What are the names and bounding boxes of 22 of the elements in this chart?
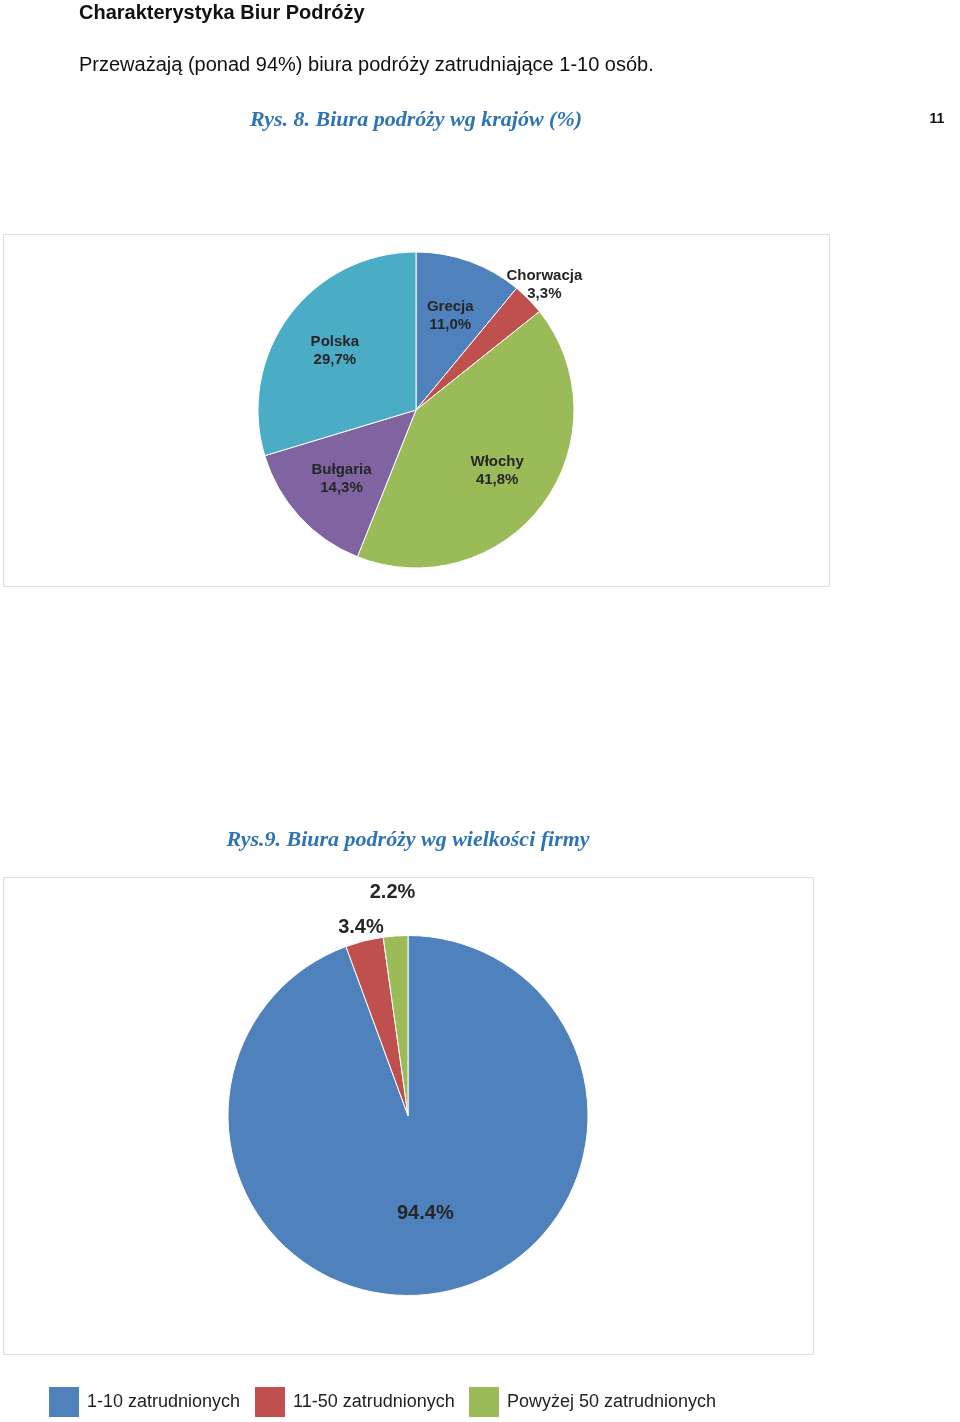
slice-label: Polska xyxy=(310,331,360,349)
text: Charakterystyka Biur Podróży xyxy=(79,1,366,23)
chart-title: Rys. 8. Biura podróży wg krajów (%) xyxy=(248,106,583,131)
legend-label: 11-50 zatrudnionych xyxy=(293,1391,455,1411)
data-label: 29,7% xyxy=(313,349,357,367)
data-label: 2.2% xyxy=(369,880,416,903)
legend-label: 1-10 zatrudnionych xyxy=(87,1391,241,1411)
data-label: 3,3% xyxy=(527,283,562,301)
data-label: 41,8% xyxy=(475,470,519,488)
text: 11 xyxy=(929,110,945,126)
legend-label: Powyżej 50 zatrudnionych xyxy=(507,1391,717,1411)
pie-slice xyxy=(227,935,589,1296)
slice-label: Chorwacja xyxy=(506,265,583,283)
text: Przeważają (ponad 94%) biura podróży zatrudniające 1-10 osób. xyxy=(79,53,654,75)
slice-label: Bułgaria xyxy=(311,460,373,478)
slice-label: Grecja xyxy=(426,296,475,314)
data-label: 14,3% xyxy=(320,478,363,496)
data-label: 94.4% xyxy=(396,1200,454,1223)
data-label: 3.4% xyxy=(338,915,384,938)
slice-label: Włochy xyxy=(470,452,525,470)
data-label: 11,0% xyxy=(429,314,472,332)
chart-title: Rys.9. Biura podróży wg wielkości firmy xyxy=(225,826,590,851)
